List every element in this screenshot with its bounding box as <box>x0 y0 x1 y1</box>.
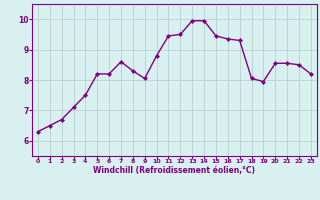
X-axis label: Windchill (Refroidissement éolien,°C): Windchill (Refroidissement éolien,°C) <box>93 166 255 175</box>
